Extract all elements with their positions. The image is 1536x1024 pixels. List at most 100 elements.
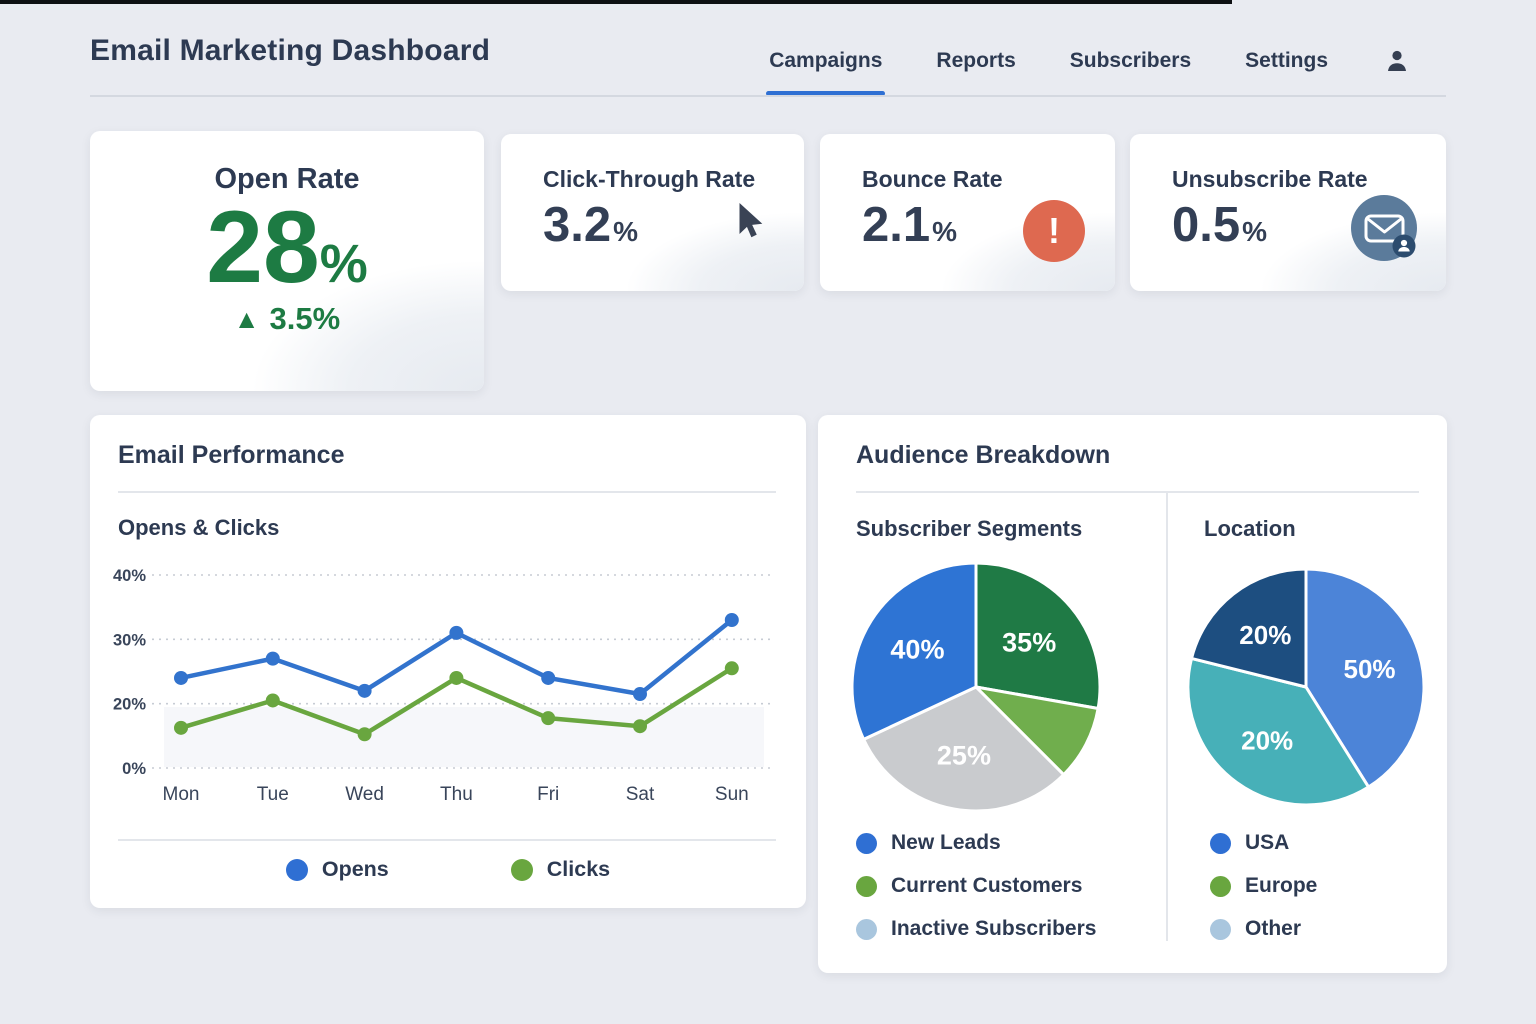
header-divider [90, 95, 1446, 97]
svg-text:40%: 40% [890, 635, 944, 665]
bounce-title: Bounce Rate [862, 166, 1003, 192]
subscriber-segments-subtitle: Subscriber Segments [856, 516, 1083, 541]
location-pie-chart: 50% 20% 20% [1186, 567, 1426, 807]
svg-text:40%: 40% [113, 567, 146, 585]
europe-label: Europe [1245, 874, 1318, 897]
unsub-title: Unsubscribe Rate [1172, 166, 1368, 192]
up-triangle-icon: ▲ [233, 303, 260, 334]
panel-divider [856, 491, 1419, 493]
legend-clicks-label: Clicks [546, 857, 611, 881]
open-rate-delta: ▲ 3.5% [90, 301, 484, 337]
europe-dot-icon [1210, 875, 1231, 897]
svg-text:Wed: Wed [345, 784, 384, 805]
location-legend: USA Europe Other [1210, 831, 1317, 941]
active-tab-underline [766, 91, 886, 96]
new-leads-dot-icon [856, 832, 877, 854]
warning-icon: ! [1023, 200, 1085, 262]
user-icon[interactable] [1382, 46, 1412, 76]
svg-text:30%: 30% [113, 631, 146, 649]
clicks-dot-icon [510, 858, 533, 881]
nav-item-campaigns-label: Campaigns [769, 49, 883, 72]
usa-label: USA [1245, 831, 1290, 854]
open-rate-value: 28 % [90, 190, 484, 304]
legend-item-usa: USA [1210, 831, 1317, 855]
click-through-rate-card: Click-Through Rate 3.2 % [501, 134, 804, 291]
unsubscribe-rate-card: Unsubscribe Rate 0.5 % [1130, 134, 1446, 291]
nav-item-settings-label: Settings [1245, 49, 1328, 72]
svg-text:Thu: Thu [440, 784, 473, 805]
current-customers-dot-icon [856, 875, 877, 897]
open-rate-number: 28 [206, 190, 320, 304]
legend-item-current-customers: Current Customers [856, 874, 1096, 898]
svg-text:Sat: Sat [626, 784, 655, 805]
open-rate-unit: % [319, 234, 368, 294]
bounce-value: 2.1 % [862, 196, 957, 255]
svg-text:Mon: Mon [163, 784, 200, 805]
svg-text:Sun: Sun [715, 784, 749, 805]
current-customers-label: Current Customers [891, 874, 1083, 897]
other-label: Other [1245, 917, 1302, 940]
unsubscribe-envelope-icon [1351, 195, 1417, 261]
svg-text:Tue: Tue [257, 784, 289, 805]
inactive-subscribers-dot-icon [856, 918, 877, 940]
open-rate-delta-value: 3.5% [269, 301, 341, 337]
nav-item-subscribers-label: Subscribers [1069, 49, 1192, 72]
cursor-icon [739, 203, 763, 238]
top-black-strip [0, 0, 1232, 4]
legend-opens-label: Opens [321, 857, 389, 881]
email-performance-panel: Email Performance Opens & Clicks 40% 30% 2… [90, 415, 806, 908]
nav-item-settings[interactable]: Settings [1245, 49, 1328, 73]
other-dot-icon [1210, 918, 1231, 940]
legend-divider [118, 839, 776, 841]
unsub-unit: % [1242, 216, 1268, 247]
legend-item-other: Other [1210, 917, 1317, 941]
line-chart-legend: Opens Clicks [90, 857, 806, 882]
page-title: Email Marketing Dashboard [90, 34, 491, 67]
legend-item-clicks: Clicks [510, 857, 611, 882]
legend-item-inactive-subscribers: Inactive Subscribers [856, 917, 1096, 941]
main-nav: Campaigns Reports Subscribers Settings [766, 46, 1412, 96]
open-rate-card: Open Rate 28 % ▲ 3.5% [90, 131, 484, 391]
svg-text:35%: 35% [1002, 627, 1056, 657]
svg-text:20%: 20% [1241, 725, 1293, 755]
opens-dot-icon [285, 858, 308, 881]
svg-text:20%: 20% [1239, 620, 1291, 650]
location-subtitle: Location [1204, 516, 1296, 541]
audience-breakdown-panel: Audience Breakdown Subscriber Segments L… [818, 415, 1447, 973]
bounce-rate-card: Bounce Rate 2.1 % ! [820, 134, 1115, 291]
ctr-unit: % [613, 216, 639, 247]
legend-item-europe: Europe [1210, 874, 1317, 898]
subscriber-segments-pie-chart: 35% 25% 40% [850, 561, 1102, 813]
legend-item-new-leads: New Leads [856, 831, 1096, 855]
usa-dot-icon [1210, 832, 1231, 854]
opens-clicks-line-chart: 40% 30% 20% 0% Mon Tue Wed Thu Fri Sat Sun [113, 567, 770, 805]
nav-item-subscribers[interactable]: Subscribers [1070, 49, 1191, 73]
subscriber-segments-legend: New Leads Current Customers Inactive Sub… [856, 831, 1096, 941]
email-performance-title: Email Performance [118, 441, 345, 469]
unsub-value: 0.5 % [1172, 196, 1267, 255]
bounce-number: 2.1 [862, 198, 931, 252]
svg-text:25%: 25% [937, 740, 991, 770]
legend-item-opens: Opens [285, 857, 389, 882]
ctr-title: Click-Through Rate [543, 166, 756, 192]
audience-breakdown-title: Audience Breakdown [856, 441, 1111, 469]
panel-divider [118, 491, 776, 493]
warning-glyph: ! [1048, 210, 1060, 251]
nav-item-reports-label: Reports [936, 49, 1016, 72]
unsub-number: 0.5 [1172, 198, 1241, 252]
opens-clicks-subtitle: Opens & Clicks [118, 515, 280, 540]
nav-item-reports[interactable]: Reports [936, 49, 1015, 73]
svg-text:0%: 0% [122, 760, 146, 778]
open-rate-title: Open Rate [214, 163, 360, 195]
svg-text:50%: 50% [1343, 654, 1395, 684]
section-divider [1166, 491, 1168, 941]
ctr-value: 3.2 % [543, 196, 638, 255]
svg-text:Fri: Fri [537, 784, 559, 805]
svg-text:20%: 20% [113, 696, 146, 714]
ctr-number: 3.2 [543, 198, 612, 252]
bounce-unit: % [932, 216, 958, 247]
nav-item-campaigns[interactable]: Campaigns [766, 49, 886, 96]
new-leads-label: New Leads [891, 831, 1001, 854]
inactive-subscribers-label: Inactive Subscribers [891, 917, 1097, 940]
